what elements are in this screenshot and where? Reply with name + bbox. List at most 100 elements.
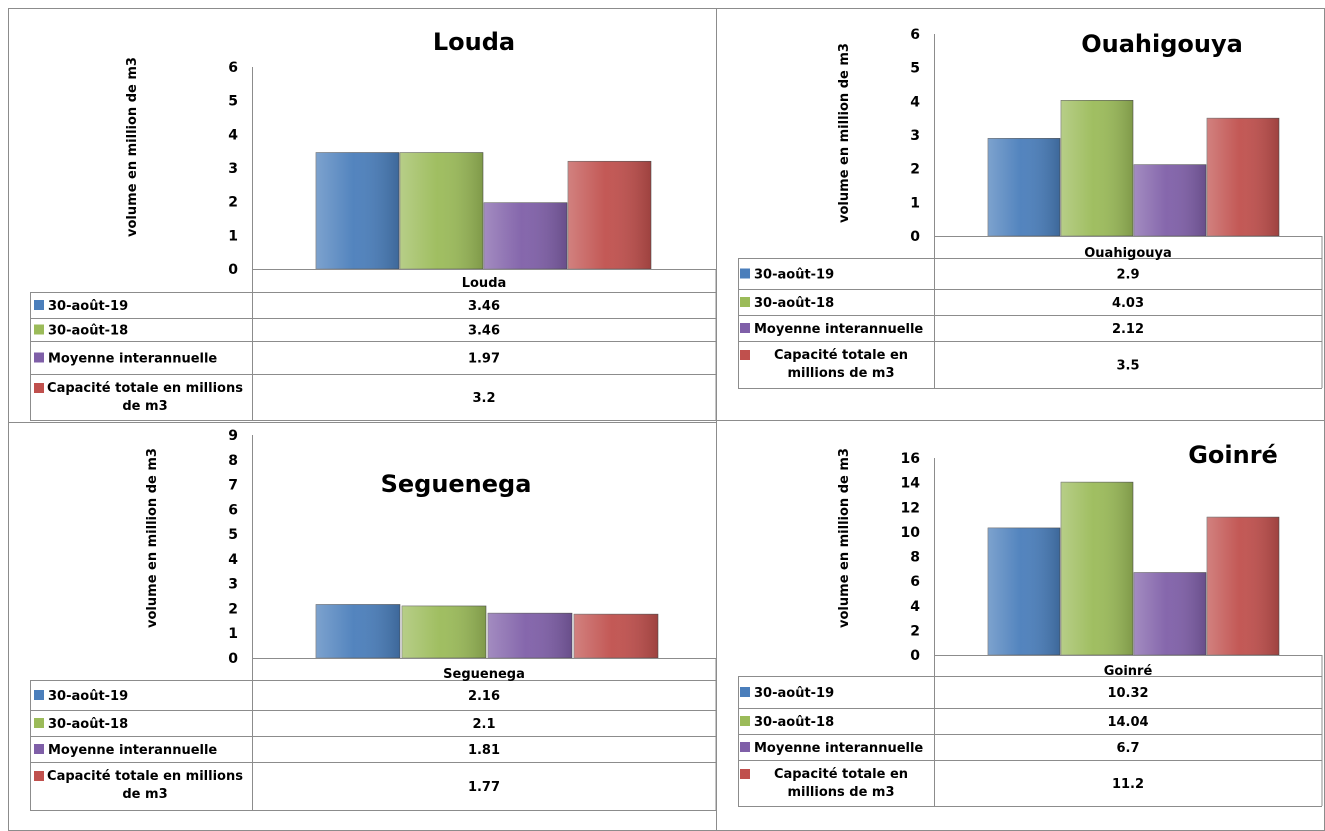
bar-30-ao-t-18 xyxy=(1060,100,1134,237)
chart-louda: Louda volume en million de m3 0 1 2 3 4 5 6 Louda… xyxy=(30,28,717,421)
bar-capacit-totale-en-millions-de-m3 xyxy=(573,613,659,659)
legend-label: 30-août-19 xyxy=(754,686,834,701)
legend-swatch xyxy=(34,352,44,363)
y-tick-label: 14 xyxy=(901,476,921,492)
bar-30-ao-t-18 xyxy=(401,605,487,659)
y-tick-label: 2 xyxy=(228,195,238,211)
legend-swatch xyxy=(740,769,750,779)
bar-capacit-totale-en-millions-de-m3 xyxy=(1206,117,1280,237)
chart-goinre: Goinré volume en million de m3 0 2 4 6 8 10 12 14… xyxy=(738,441,1323,807)
y-axis-label: volume en million de m3 xyxy=(145,448,160,628)
data-value: 2.1 xyxy=(472,717,495,732)
chart-title: Seguenega xyxy=(381,470,532,498)
data-value: 2.16 xyxy=(468,689,500,704)
y-tick-label: 4 xyxy=(910,94,920,110)
y-tick-label: 0 xyxy=(910,229,920,245)
legend-label: Moyenne interannuelle xyxy=(754,322,923,337)
legend-swatch xyxy=(740,687,750,697)
y-tick-label: 6 xyxy=(228,60,238,76)
data-value: 3.46 xyxy=(468,299,500,314)
category-label: Louda xyxy=(462,276,507,291)
legend-swatch xyxy=(740,268,750,279)
bar-capacit-totale-en-millions-de-m3 xyxy=(567,160,652,270)
data-value: 3.2 xyxy=(472,391,495,406)
y-tick-label: 6 xyxy=(910,27,920,43)
y-tick-label: 3 xyxy=(228,161,238,177)
bar-30-ao-t-18 xyxy=(1060,481,1134,656)
legend-label: 30-août-18 xyxy=(754,296,834,311)
legend-swatch xyxy=(34,300,44,310)
y-tick-label: 4 xyxy=(910,599,920,615)
y-tick-label: 10 xyxy=(901,525,921,541)
chart-ouahigouya: Ouahigouya volume en million de m3 0 1 2 3 4 5 6… xyxy=(738,27,1323,389)
legend-label: 30-août-19 xyxy=(48,689,128,704)
legend-label: Capacité totale en millions de m3 xyxy=(774,767,908,800)
y-tick-label: 2 xyxy=(910,162,920,178)
legend-swatch xyxy=(740,350,750,360)
data-value: 1.81 xyxy=(468,743,500,758)
chart-title: Ouahigouya xyxy=(1081,30,1243,58)
chart-title: Goinré xyxy=(1188,441,1278,469)
legend-label: 30-août-18 xyxy=(48,324,128,339)
legend-label: 30-août-19 xyxy=(754,268,834,283)
y-tick-label: 5 xyxy=(228,527,238,543)
legend-swatch xyxy=(34,324,44,335)
y-tick-label: 12 xyxy=(901,500,920,516)
y-tick-label: 3 xyxy=(228,577,238,593)
category-label: Goinré xyxy=(1104,664,1153,679)
category-label: Ouahigouya xyxy=(1084,246,1172,261)
data-value: 3.5 xyxy=(1116,359,1139,374)
y-tick-label: 4 xyxy=(228,127,238,143)
bar-30-ao-t-19 xyxy=(315,604,401,659)
y-tick-label: 5 xyxy=(910,61,920,77)
y-axis-label: volume en million de m3 xyxy=(837,448,852,628)
chart-title: Louda xyxy=(433,28,515,56)
y-tick-label: 1 xyxy=(228,228,238,244)
legend-label: 30-août-19 xyxy=(48,299,128,314)
legend-label: 30-août-18 xyxy=(754,715,834,730)
legend-swatch xyxy=(34,771,44,781)
y-tick-label: 6 xyxy=(910,574,920,590)
data-value: 4.03 xyxy=(1112,296,1144,311)
data-value: 1.97 xyxy=(468,352,500,367)
legend-swatch xyxy=(740,716,750,726)
legend-swatch xyxy=(740,323,750,333)
legend-label: Moyenne interannuelle xyxy=(754,741,923,756)
legend-label: Moyenne interannuelle xyxy=(48,352,217,367)
legend-label: Capacité totale en millions de m3 xyxy=(47,769,243,802)
y-tick-label: 1 xyxy=(228,626,238,642)
bar-30-ao-t-19 xyxy=(987,527,1061,656)
y-tick-label: 1 xyxy=(910,195,920,211)
data-value: 2.12 xyxy=(1112,322,1144,337)
legend-label: Capacité totale en millions de m3 xyxy=(774,348,908,381)
bar-moyenne-interannuelle xyxy=(1133,164,1207,237)
data-value: 1.77 xyxy=(468,780,500,795)
legend-swatch xyxy=(740,742,750,752)
y-tick-label: 7 xyxy=(228,478,238,494)
chart-seguenega: Seguenega volume en million de m3 0 1 2 3 4 5 6 7… xyxy=(30,428,717,811)
legend-swatch xyxy=(34,744,44,754)
y-tick-label: 2 xyxy=(228,601,238,617)
legend-swatch xyxy=(34,718,44,728)
y-tick-label: 5 xyxy=(228,94,238,110)
y-tick-label: 16 xyxy=(901,451,920,467)
bar-moyenne-interannuelle xyxy=(487,612,573,659)
category-label: Seguenega xyxy=(443,667,525,682)
data-value: 10.32 xyxy=(1107,686,1148,701)
bar-30-ao-t-19 xyxy=(315,152,400,270)
y-tick-label: 0 xyxy=(228,262,238,278)
data-value: 14.04 xyxy=(1107,715,1148,730)
bar-30-ao-t-19 xyxy=(987,138,1061,237)
bar-30-ao-t-18 xyxy=(399,152,484,270)
data-value: 3.46 xyxy=(468,324,500,339)
data-value: 6.7 xyxy=(1116,741,1139,756)
bar-capacit-totale-en-millions-de-m3 xyxy=(1206,516,1280,656)
y-tick-label: 4 xyxy=(228,552,238,568)
y-tick-label: 9 xyxy=(228,428,238,444)
legend-swatch xyxy=(740,297,750,307)
legend-label: Moyenne interannuelle xyxy=(48,743,217,758)
y-tick-label: 0 xyxy=(228,651,238,667)
y-tick-label: 8 xyxy=(910,550,920,566)
bar-moyenne-interannuelle xyxy=(483,202,568,270)
